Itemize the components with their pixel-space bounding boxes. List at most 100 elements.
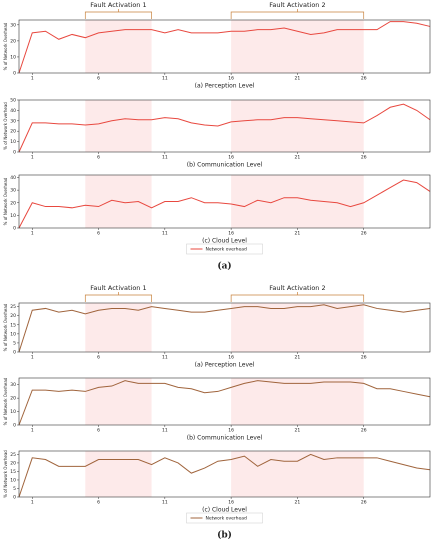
legend-label: Network overhead <box>206 516 248 522</box>
fault-span <box>231 175 364 228</box>
x-tick-label: 16 <box>228 231 234 237</box>
x-axis-label: (b) Communication Level <box>187 435 263 442</box>
x-tick-label: 1 <box>31 355 34 361</box>
series-line <box>18 453 431 498</box>
x-tick-label: 16 <box>228 155 234 161</box>
y-tick-label: 20 <box>10 200 16 206</box>
y-axis-label: % of Network Overhead <box>3 450 8 498</box>
series-line <box>18 103 431 153</box>
y-tick-label: 0 <box>13 423 16 429</box>
x-tick-label: 6 <box>97 155 100 161</box>
figure-caption: (a) <box>217 261 231 272</box>
x-axis-label: (c) Cloud Level <box>202 507 247 514</box>
fault-span <box>231 100 364 152</box>
annotation: Fault Activation 2 <box>269 1 325 9</box>
y-tick-label: 10 <box>10 213 16 219</box>
figure-caption: (b) <box>217 530 232 541</box>
x-tick-label: 16 <box>228 428 234 434</box>
x-tick-label: 1 <box>31 500 34 506</box>
y-tick-label: 20 <box>10 313 16 319</box>
y-tick-label: 10 <box>10 477 16 483</box>
x-tick-label: 6 <box>97 355 100 361</box>
series-line <box>18 380 431 426</box>
annotation: Fault Activation 1 <box>90 1 146 9</box>
y-tick-label: 5 <box>13 340 16 346</box>
fault-span <box>85 20 152 73</box>
x-tick-label: 6 <box>97 76 100 82</box>
x-tick-label: 16 <box>228 500 234 506</box>
x-tick-label: 1 <box>31 231 34 237</box>
y-tick-label: 30 <box>10 382 16 388</box>
x-axis-label: (a) Perception Level <box>195 362 255 369</box>
fault-span <box>231 20 364 73</box>
x-tick-label: 21 <box>295 155 301 161</box>
fault-span <box>85 100 152 152</box>
fault-bracket <box>230 292 365 302</box>
x-tick-label: 26 <box>361 500 367 506</box>
annotation: Fault Activation 2 <box>269 284 325 292</box>
fault-span <box>231 303 364 352</box>
y-tick-label: 30 <box>10 188 16 194</box>
x-tick-label: 11 <box>162 76 168 82</box>
y-axis-label: % of Network Overhead <box>3 377 8 425</box>
x-tick-label: 21 <box>295 355 301 361</box>
y-tick-label: 25 <box>10 452 16 458</box>
y-tick-label: 40 <box>10 108 16 114</box>
y-tick-label: 10 <box>10 409 16 415</box>
x-axis-label: (b) Communication Level <box>187 162 263 169</box>
x-axis-label: (c) Cloud Level <box>202 238 247 245</box>
legend-box <box>186 512 263 524</box>
x-tick-label: 1 <box>31 76 34 82</box>
plot-frame <box>18 99 431 153</box>
y-tick-label: 10 <box>10 331 16 337</box>
y-tick-label: 10 <box>10 139 16 145</box>
x-tick-label: 11 <box>162 231 168 237</box>
y-axis-label: % of Network Overhead <box>3 303 8 351</box>
y-tick-label: 15 <box>10 469 16 475</box>
y-tick-label: 20 <box>10 129 16 135</box>
plot-frame <box>18 377 431 426</box>
x-tick-label: 1 <box>31 428 34 434</box>
y-tick-label: 20 <box>10 38 16 44</box>
y-tick-label: 15 <box>10 322 16 328</box>
x-tick-label: 26 <box>361 76 367 82</box>
y-tick-label: 0 <box>13 150 16 156</box>
fault-span <box>231 451 364 497</box>
x-axis-label: (a) Perception Level <box>195 83 255 90</box>
legend-label: Network overhead <box>206 247 248 253</box>
x-tick-label: 11 <box>162 155 168 161</box>
fault-span <box>85 303 152 352</box>
x-tick-label: 26 <box>361 355 367 361</box>
x-tick-label: 21 <box>295 500 301 506</box>
y-tick-label: 20 <box>10 396 16 402</box>
fault-bracket <box>84 292 152 302</box>
fault-span <box>85 378 152 425</box>
y-tick-label: 20 <box>10 460 16 466</box>
series-line <box>18 21 431 74</box>
y-tick-label: 30 <box>10 118 16 124</box>
x-tick-label: 26 <box>361 428 367 434</box>
series-line <box>18 304 431 353</box>
x-tick-label: 16 <box>228 355 234 361</box>
series-line <box>18 179 431 229</box>
x-tick-label: 6 <box>97 428 100 434</box>
y-tick-label: 50 <box>10 98 16 104</box>
y-tick-label: 25 <box>10 304 16 310</box>
x-tick-label: 26 <box>361 155 367 161</box>
y-tick-label: 0 <box>13 350 16 356</box>
plot-frame <box>18 174 431 229</box>
y-tick-label: 40 <box>10 175 16 181</box>
legend-box <box>186 243 263 255</box>
y-tick-label: 0 <box>13 495 16 501</box>
y-tick-label: 30 <box>10 22 16 28</box>
y-tick-label: 0 <box>13 226 16 232</box>
x-tick-label: 26 <box>361 231 367 237</box>
annotation: Fault Activation 1 <box>90 284 146 292</box>
x-tick-label: 6 <box>97 231 100 237</box>
x-tick-label: 11 <box>162 355 168 361</box>
y-axis-label: % of Network Overhead <box>3 102 8 150</box>
x-tick-label: 11 <box>162 428 168 434</box>
x-tick-label: 21 <box>295 76 301 82</box>
y-tick-label: 5 <box>13 486 16 492</box>
y-tick-label: 10 <box>10 54 16 60</box>
